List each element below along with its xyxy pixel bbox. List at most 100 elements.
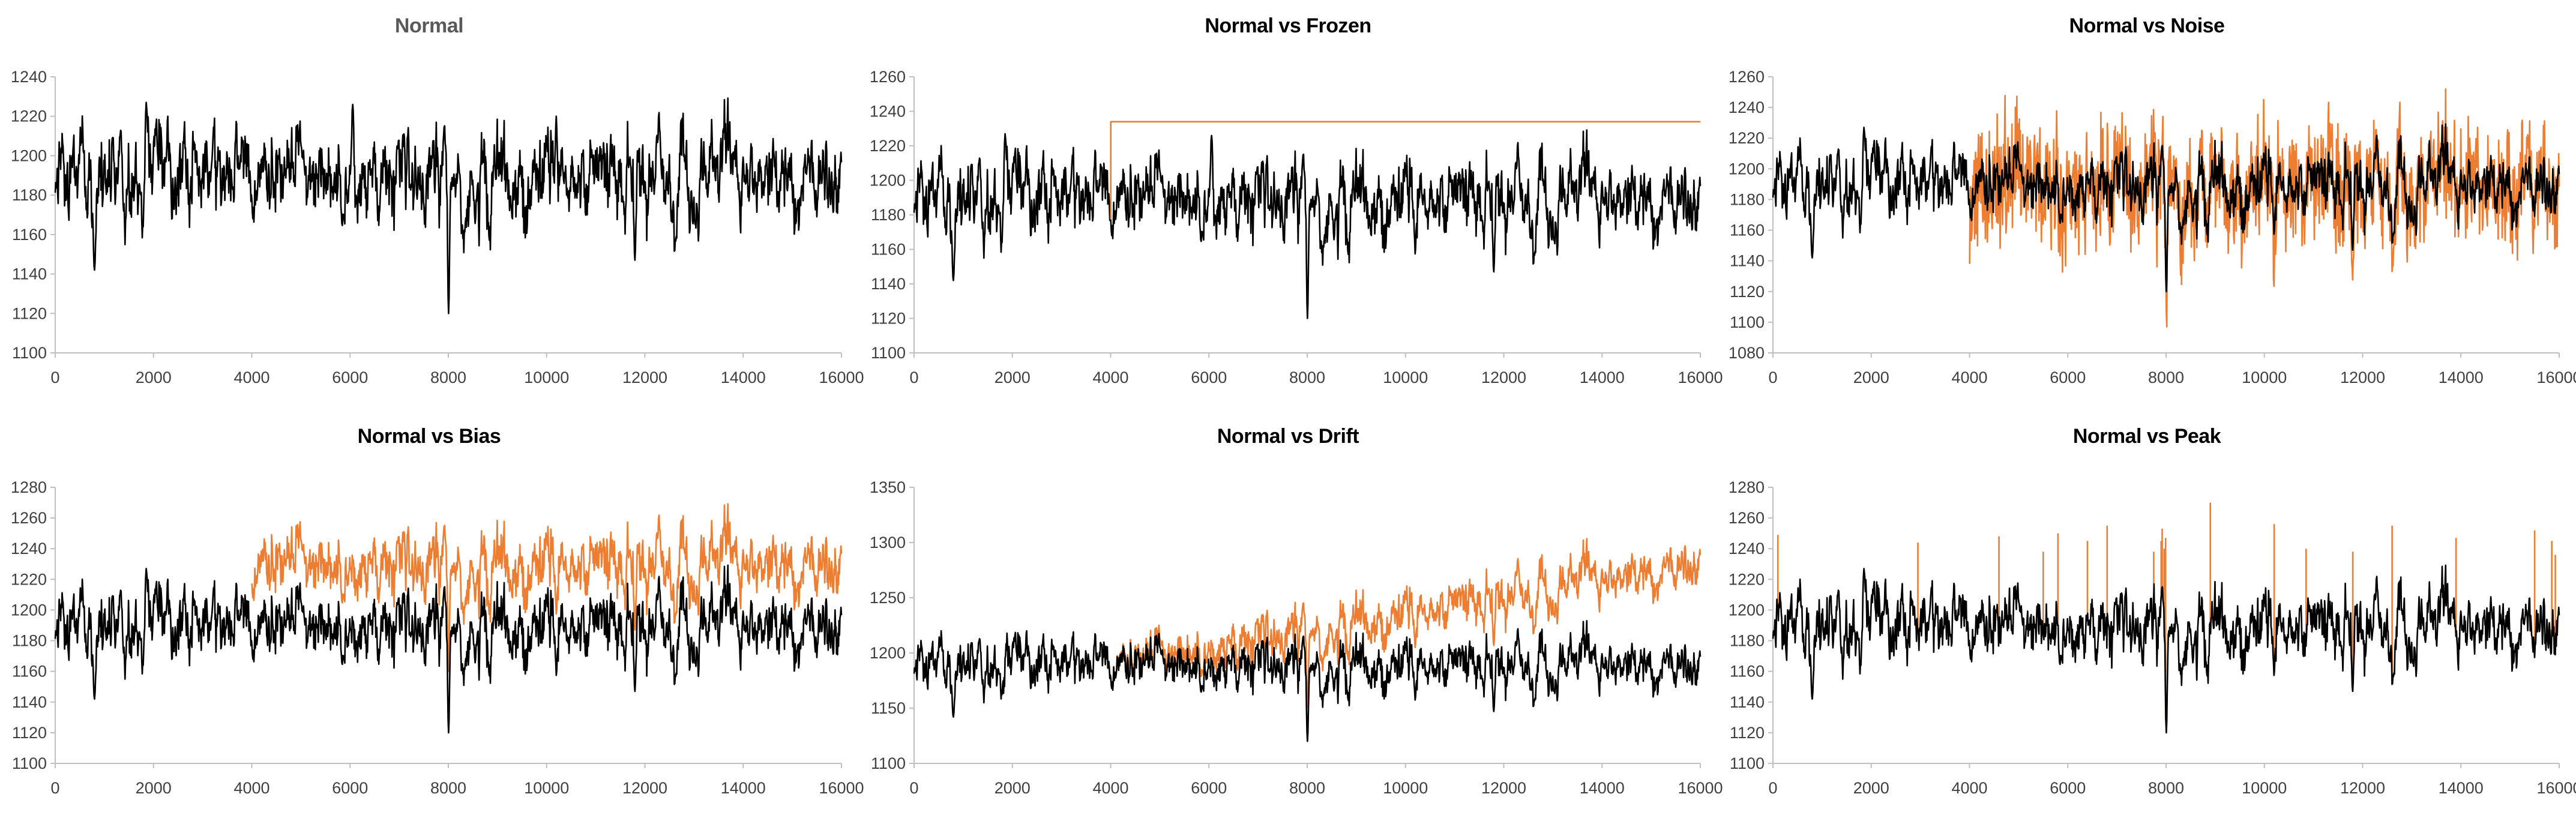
chart-title: Normal — [394, 14, 464, 37]
y-tick-label: 1260 — [11, 509, 47, 527]
y-tick-label: 1160 — [12, 226, 47, 244]
chart-plot: 1100 1120 1140 1160 1180 1200 1220 1240 1260 1280… — [11, 478, 864, 797]
x-tick-label: 8000 — [2148, 779, 2184, 797]
chart-plot: 1100 1150 1200 1250 1300 1350 0 2000 4000 6000 800… — [870, 478, 1723, 797]
y-tick-label: 1160 — [871, 241, 906, 259]
x-tick-label: 0 — [1768, 779, 1777, 797]
y-tick-label: 1100 — [871, 754, 906, 772]
x-tick-label: 4000 — [1951, 779, 1987, 797]
y-tick-label: 1180 — [1730, 190, 1765, 208]
y-tick-label: 1120 — [12, 724, 47, 742]
series-line-drift — [1110, 538, 1702, 708]
chart-panel-frozen: Normal vs Frozen 1100 1120 1140 1160 1180 120… — [859, 0, 1723, 410]
y-tick-label: 1120 — [871, 310, 906, 328]
y-tick-label: 1240 — [11, 68, 47, 86]
y-tick-label: 1140 — [12, 693, 47, 711]
series-line-frozen — [1110, 121, 1700, 220]
x-tick-label: 10000 — [524, 779, 569, 797]
y-tick-label: 1100 — [871, 344, 906, 362]
y-tick-label: 1280 — [11, 478, 47, 496]
x-tick-label: 4000 — [233, 779, 269, 797]
x-tick-label: 10000 — [2242, 779, 2287, 797]
y-tick-label: 1250 — [870, 589, 906, 607]
y-tick-label: 1200 — [870, 172, 906, 190]
x-tick-label: 14000 — [2439, 368, 2484, 386]
y-tick-label: 1260 — [1729, 509, 1765, 527]
x-tick-label: 8000 — [1289, 368, 1325, 386]
y-tick-label: 1220 — [11, 570, 47, 588]
y-tick-label: 1180 — [12, 632, 47, 650]
y-tick-label: 1240 — [1729, 540, 1765, 558]
series-line-normal — [913, 620, 1702, 742]
x-tick-label: 12000 — [622, 779, 667, 797]
chart-title: Normal vs Bias — [357, 425, 501, 448]
series-line-normal — [54, 564, 843, 734]
chart-title: Normal vs Frozen — [1205, 14, 1371, 37]
y-tick-label: 1180 — [1730, 632, 1765, 650]
x-tick-label: 4000 — [1092, 368, 1128, 386]
y-tick-label: 1120 — [1730, 283, 1765, 301]
y-tick-label: 1200 — [1729, 160, 1765, 178]
y-tick-label: 1220 — [870, 137, 906, 155]
y-tick-label: 1100 — [1730, 313, 1765, 331]
y-tick-label: 1150 — [871, 699, 906, 717]
y-tick-label: 1240 — [870, 103, 906, 121]
x-tick-label: 2000 — [136, 779, 172, 797]
x-tick-label: 12000 — [2340, 779, 2385, 797]
x-tick-label: 0 — [50, 779, 59, 797]
x-tick-label: 0 — [909, 368, 918, 386]
chart-panel-noise: Normal vs Noise 1080 1100 1120 1140 1160 1180… — [1718, 0, 2576, 410]
y-tick-label: 1100 — [12, 754, 47, 772]
y-tick-label: 1200 — [1729, 601, 1765, 619]
x-tick-label: 14000 — [1580, 368, 1625, 386]
x-tick-label: 10000 — [524, 368, 569, 386]
chart-plot: 1100 1120 1140 1160 1180 1200 1220 1240 0 2000 400… — [11, 68, 864, 386]
y-tick-label: 1180 — [871, 206, 906, 224]
x-tick-label: 8000 — [2148, 368, 2184, 386]
y-tick-label: 1180 — [12, 186, 47, 204]
x-tick-label: 6000 — [332, 368, 368, 386]
x-tick-label: 10000 — [2242, 368, 2287, 386]
x-tick-label: 4000 — [233, 368, 269, 386]
x-tick-label: 6000 — [2050, 779, 2086, 797]
x-tick-label: 2000 — [136, 368, 172, 386]
y-tick-label: 1220 — [11, 107, 47, 125]
y-tick-label: 1200 — [870, 644, 906, 662]
x-tick-label: 12000 — [622, 368, 667, 386]
y-tick-label: 1140 — [1730, 693, 1765, 711]
x-tick-label: 6000 — [1191, 368, 1227, 386]
y-tick-label: 1350 — [870, 478, 906, 496]
series-line-normal — [913, 129, 1702, 319]
chart-plot: 1100 1120 1140 1160 1180 1200 1220 1240 1260 1280… — [1729, 478, 2576, 797]
x-tick-label: 16000 — [1678, 368, 1723, 386]
x-tick-label: 12000 — [1481, 368, 1526, 386]
y-tick-label: 1260 — [870, 68, 906, 86]
x-tick-label: 2000 — [1853, 779, 1889, 797]
chart-title: Normal vs Noise — [2069, 14, 2225, 37]
series-line-normal — [1772, 123, 2560, 293]
x-tick-label: 0 — [50, 368, 59, 386]
x-tick-label: 16000 — [819, 779, 864, 797]
series-line-normal — [1772, 564, 2560, 734]
x-tick-label: 10000 — [1383, 368, 1428, 386]
chart-panel-normal: Normal 1100 1120 1140 1160 1180 1200 1220 1240 0… — [0, 0, 864, 410]
x-tick-label: 0 — [909, 779, 918, 797]
x-tick-label: 10000 — [1383, 779, 1428, 797]
y-tick-label: 1120 — [12, 304, 47, 322]
y-tick-label: 1160 — [1730, 663, 1765, 681]
x-tick-label: 2000 — [1853, 368, 1889, 386]
y-tick-label: 1200 — [11, 601, 47, 619]
chart-panel-peak: Normal vs Peak 1100 1120 1140 1160 1180 1200 1… — [1718, 410, 2576, 821]
y-tick-label: 1140 — [871, 275, 906, 293]
y-tick-label: 1300 — [870, 534, 906, 552]
x-tick-label: 16000 — [1678, 779, 1723, 797]
chart-title: Normal vs Peak — [2072, 425, 2221, 448]
chart-panel-bias: Normal vs Bias 1100 1120 1140 1160 1180 1200 1… — [0, 410, 864, 821]
x-tick-label: 12000 — [2340, 368, 2385, 386]
y-tick-label: 1220 — [1729, 570, 1765, 588]
x-tick-label: 8000 — [430, 368, 466, 386]
x-tick-label: 4000 — [1951, 368, 1987, 386]
y-tick-label: 1100 — [1730, 754, 1765, 772]
series-line-noise — [1969, 88, 2560, 328]
y-tick-label: 1220 — [1729, 129, 1765, 147]
